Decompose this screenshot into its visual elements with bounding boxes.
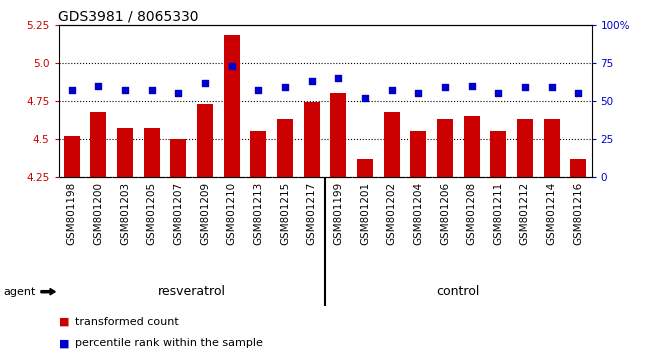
Text: GSM801215: GSM801215 xyxy=(280,182,290,245)
Bar xyxy=(490,131,506,177)
Bar xyxy=(357,159,373,177)
Bar xyxy=(197,104,213,177)
Point xyxy=(147,87,157,93)
Text: GSM801205: GSM801205 xyxy=(147,182,157,245)
Text: GSM801199: GSM801199 xyxy=(333,182,343,245)
Text: GSM801209: GSM801209 xyxy=(200,182,210,245)
Bar xyxy=(570,159,586,177)
Point xyxy=(413,91,424,96)
Point xyxy=(573,91,584,96)
Text: GSM801213: GSM801213 xyxy=(254,182,263,245)
Text: GSM801214: GSM801214 xyxy=(547,182,556,245)
Point xyxy=(254,87,264,93)
Bar xyxy=(543,119,560,177)
Text: GSM801200: GSM801200 xyxy=(94,182,103,245)
Point xyxy=(200,80,211,85)
Text: transformed count: transformed count xyxy=(75,317,179,327)
Point xyxy=(173,91,184,96)
Bar xyxy=(144,128,160,177)
Point xyxy=(67,87,77,93)
Point xyxy=(467,83,477,88)
Point xyxy=(227,63,237,69)
Text: GSM801201: GSM801201 xyxy=(360,182,370,245)
Bar xyxy=(463,116,480,177)
Text: GSM801216: GSM801216 xyxy=(573,182,583,245)
Text: ■: ■ xyxy=(58,317,69,327)
Text: GSM801212: GSM801212 xyxy=(520,182,530,245)
Point xyxy=(280,84,291,90)
Text: ■: ■ xyxy=(58,338,69,348)
Text: GSM801210: GSM801210 xyxy=(227,182,237,245)
Bar xyxy=(117,128,133,177)
Point xyxy=(493,91,504,96)
Text: GSM801198: GSM801198 xyxy=(67,182,77,245)
Text: GSM801206: GSM801206 xyxy=(440,182,450,245)
Text: GSM801208: GSM801208 xyxy=(467,182,476,245)
Bar xyxy=(304,102,320,177)
Text: GSM801204: GSM801204 xyxy=(413,182,423,245)
Text: GSM801203: GSM801203 xyxy=(120,182,130,245)
Bar xyxy=(437,119,453,177)
Point xyxy=(307,78,317,84)
Bar xyxy=(170,139,187,177)
Point xyxy=(94,83,104,88)
Text: GSM801217: GSM801217 xyxy=(307,182,317,245)
Point xyxy=(439,84,450,90)
Text: GSM801202: GSM801202 xyxy=(387,182,396,245)
Bar xyxy=(277,119,293,177)
Text: resveratrol: resveratrol xyxy=(158,285,226,298)
Text: agent: agent xyxy=(3,287,36,297)
Text: control: control xyxy=(437,285,480,298)
Point xyxy=(520,84,530,90)
Point xyxy=(333,75,343,81)
Bar xyxy=(330,93,346,177)
Point xyxy=(360,95,370,101)
Bar xyxy=(410,131,426,177)
Point xyxy=(386,87,396,93)
Bar xyxy=(90,112,107,177)
Bar xyxy=(250,131,266,177)
Bar xyxy=(384,112,400,177)
Text: GSM801211: GSM801211 xyxy=(493,182,503,245)
Point xyxy=(120,87,130,93)
Text: GDS3981 / 8065330: GDS3981 / 8065330 xyxy=(58,10,199,24)
Text: GSM801207: GSM801207 xyxy=(174,182,183,245)
Bar xyxy=(64,136,80,177)
Bar xyxy=(517,119,533,177)
Bar xyxy=(224,35,240,177)
Point xyxy=(547,84,557,90)
Text: percentile rank within the sample: percentile rank within the sample xyxy=(75,338,263,348)
